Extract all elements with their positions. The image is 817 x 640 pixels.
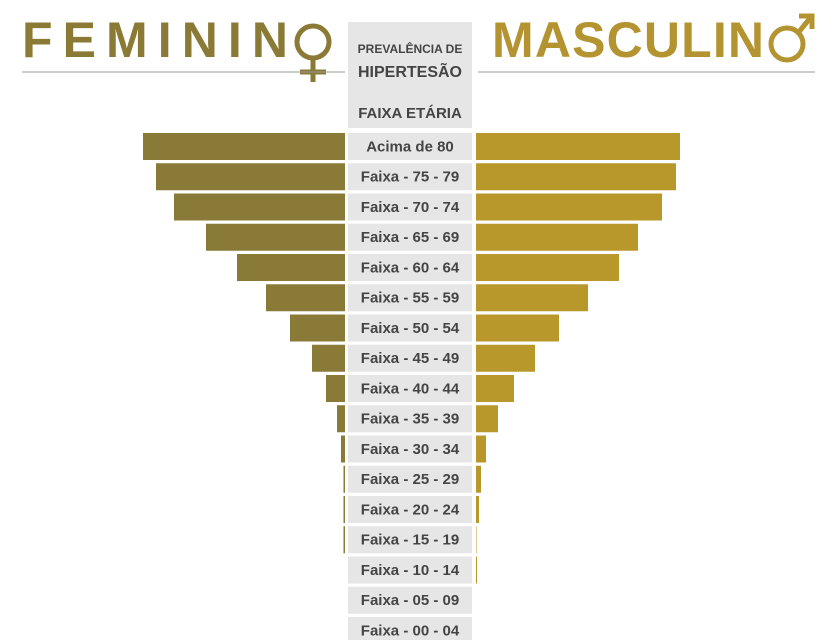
bar (337, 405, 345, 433)
category-box (348, 465, 472, 493)
bar (476, 435, 486, 463)
bar (476, 133, 680, 160)
title-right: MASCULIN (492, 12, 764, 68)
category-label: Faixa - 20 - 24 (361, 501, 460, 518)
category-box (348, 344, 472, 372)
bar (312, 344, 345, 372)
category-label: Faixa - 60 - 64 (361, 259, 460, 276)
category-label: Faixa - 45 - 49 (361, 350, 459, 367)
category-label: Acima de 80 (366, 138, 454, 155)
bar (206, 223, 345, 251)
category-label: Faixa - 30 - 34 (361, 441, 460, 458)
category-label: Faixa - 10 - 14 (361, 562, 460, 579)
category-label: Faixa - 00 - 04 (361, 622, 460, 639)
category-label: Faixa - 35 - 39 (361, 411, 459, 428)
category-label: Faixa - 25 - 29 (361, 471, 459, 488)
bar (476, 344, 535, 372)
bar (476, 314, 559, 342)
bar (237, 254, 345, 281)
category-label: Faixa - 50 - 54 (361, 320, 460, 337)
category-label: Faixa - 55 - 59 (361, 290, 459, 307)
female-symbol (294, 23, 332, 82)
bar (476, 526, 477, 554)
center-title: HIPERTESÃO (358, 61, 462, 81)
category-box (348, 163, 472, 191)
title-left: FEMININ (22, 12, 288, 68)
bar (156, 163, 345, 191)
header-box (348, 22, 472, 128)
category-box (348, 375, 472, 402)
category-box (348, 223, 472, 251)
bar (476, 496, 479, 523)
bar (174, 193, 345, 221)
category-box (348, 193, 472, 221)
category-box (348, 284, 472, 312)
category-box (348, 254, 472, 281)
category-box (348, 496, 472, 523)
bar (343, 526, 345, 554)
bar (143, 133, 345, 160)
bar (476, 465, 481, 493)
category-box (348, 556, 472, 584)
bar (476, 405, 498, 433)
bar (476, 375, 514, 402)
bar (476, 193, 662, 221)
category-box (348, 586, 472, 614)
bar (476, 223, 638, 251)
category-box (348, 617, 472, 640)
category-box (348, 133, 472, 160)
bar (266, 284, 345, 312)
category-box (348, 435, 472, 463)
category-label: Faixa - 65 - 69 (361, 229, 459, 246)
male-symbol (768, 13, 815, 63)
bar (476, 284, 588, 312)
bar (476, 254, 619, 281)
category-label: Faixa - 05 - 09 (361, 592, 459, 609)
category-box (348, 405, 472, 433)
category-label: Faixa - 70 - 74 (361, 199, 460, 216)
category-label: Faixa - 40 - 44 (361, 380, 460, 397)
category-label: Faixa - 15 - 19 (361, 532, 459, 549)
category-label: Faixa - 75 - 79 (361, 169, 459, 186)
category-header: FAIXA ETÁRIA (358, 105, 462, 122)
bar (341, 435, 345, 463)
bar (290, 314, 345, 342)
bar (343, 465, 345, 493)
bar (476, 163, 676, 191)
category-box (348, 314, 472, 342)
bar (343, 496, 345, 523)
center-title: PREVALÊNCIA DE (358, 41, 463, 56)
category-box (348, 526, 472, 554)
bar (476, 556, 477, 584)
bar (326, 375, 345, 402)
